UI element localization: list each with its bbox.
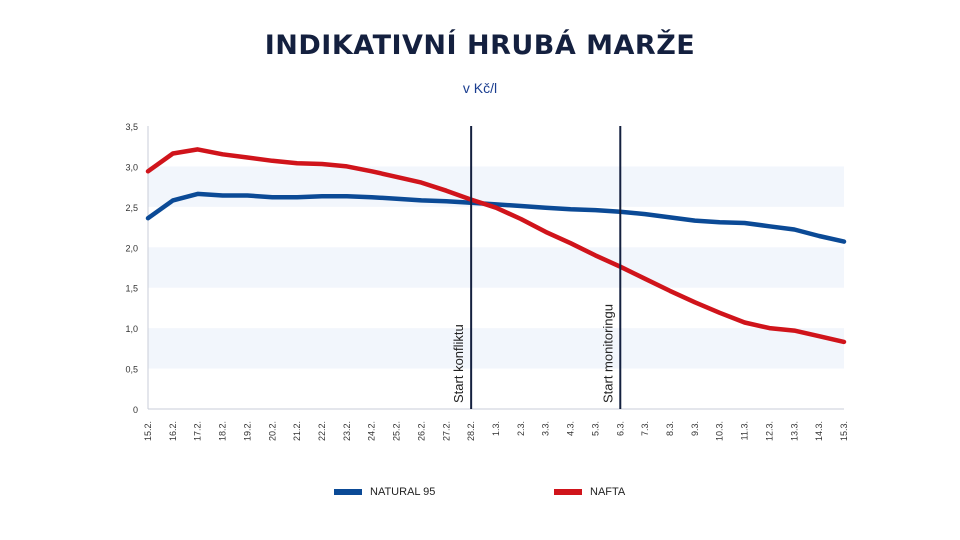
legend-nafta-swatch <box>554 489 582 495</box>
x-tick-label: 25.2. <box>392 421 402 441</box>
x-tick-label: 21.2. <box>292 421 302 441</box>
x-tick-label: 27.2. <box>441 421 451 441</box>
x-tick-label: 15.3. <box>839 421 849 441</box>
x-tick-label: 11.3. <box>740 421 750 440</box>
x-tick-label: 6.3. <box>615 421 625 436</box>
x-tick-label: 9.3. <box>690 421 700 436</box>
x-tick-label: 15.2. <box>143 421 153 441</box>
legend-natural95-swatch <box>334 489 362 495</box>
series-line-nafta <box>145 147 847 345</box>
x-tick-label: 2.3. <box>516 421 526 436</box>
x-tick-label: 23.2. <box>342 421 352 441</box>
y-tick-label: 2,0 <box>125 243 138 253</box>
x-tick-label: 20.2. <box>267 421 277 441</box>
x-tick-label: 28.2. <box>466 421 476 441</box>
grid-band <box>148 328 844 369</box>
x-tick-label: 26.2. <box>416 421 426 441</box>
grid-band <box>148 247 844 288</box>
y-tick-label: 0 <box>133 405 138 415</box>
x-tick-label: 1.3. <box>491 421 501 436</box>
legend-natural95: NATURAL 95 <box>334 486 435 498</box>
x-tick-label: 7.3. <box>640 421 650 436</box>
legend-natural95-label: NATURAL 95 <box>370 486 436 498</box>
chart-title: INDIKATIVNÍ HRUBÁ MARŽE <box>264 30 696 61</box>
x-tick-label: 14.3. <box>814 421 824 441</box>
y-tick-label: 0,5 <box>125 365 138 375</box>
x-tick-label: 16.2. <box>168 421 178 441</box>
x-tick-label: 24.2. <box>367 421 377 441</box>
y-tick-label: 3,5 <box>125 122 138 132</box>
x-tick-label: 19.2. <box>242 421 252 441</box>
x-tick-label: 8.3. <box>665 421 675 436</box>
x-tick-label: 13.3. <box>789 421 799 441</box>
chart-subtitle: v Kč/l <box>462 80 498 96</box>
x-tick-label: 12.3. <box>764 421 774 441</box>
x-tick-label: 3.3. <box>541 421 551 436</box>
x-tick-label: 10.3. <box>715 421 725 441</box>
series-line-natural95 <box>145 191 847 244</box>
y-tick-label: 1,0 <box>125 324 138 334</box>
x-tick-label: 5.3. <box>590 421 600 436</box>
x-tick-label: 18.2. <box>218 421 228 441</box>
annotation-label-monitoring: Start monitoringu <box>600 304 615 403</box>
x-tick-label: 22.2. <box>317 421 327 441</box>
legend-nafta-label: NAFTA <box>590 486 626 498</box>
y-tick-label: 1,5 <box>125 284 138 294</box>
annotation-label-konflikt: Start konfliktu <box>451 324 466 403</box>
x-tick-label: 17.2. <box>193 421 203 441</box>
grid-band <box>148 166 844 207</box>
y-tick-label: 2,5 <box>125 203 138 213</box>
x-tick-label: 4.3. <box>566 421 576 436</box>
y-tick-label: 3,0 <box>125 162 138 172</box>
legend-nafta: NAFTA <box>554 486 625 498</box>
